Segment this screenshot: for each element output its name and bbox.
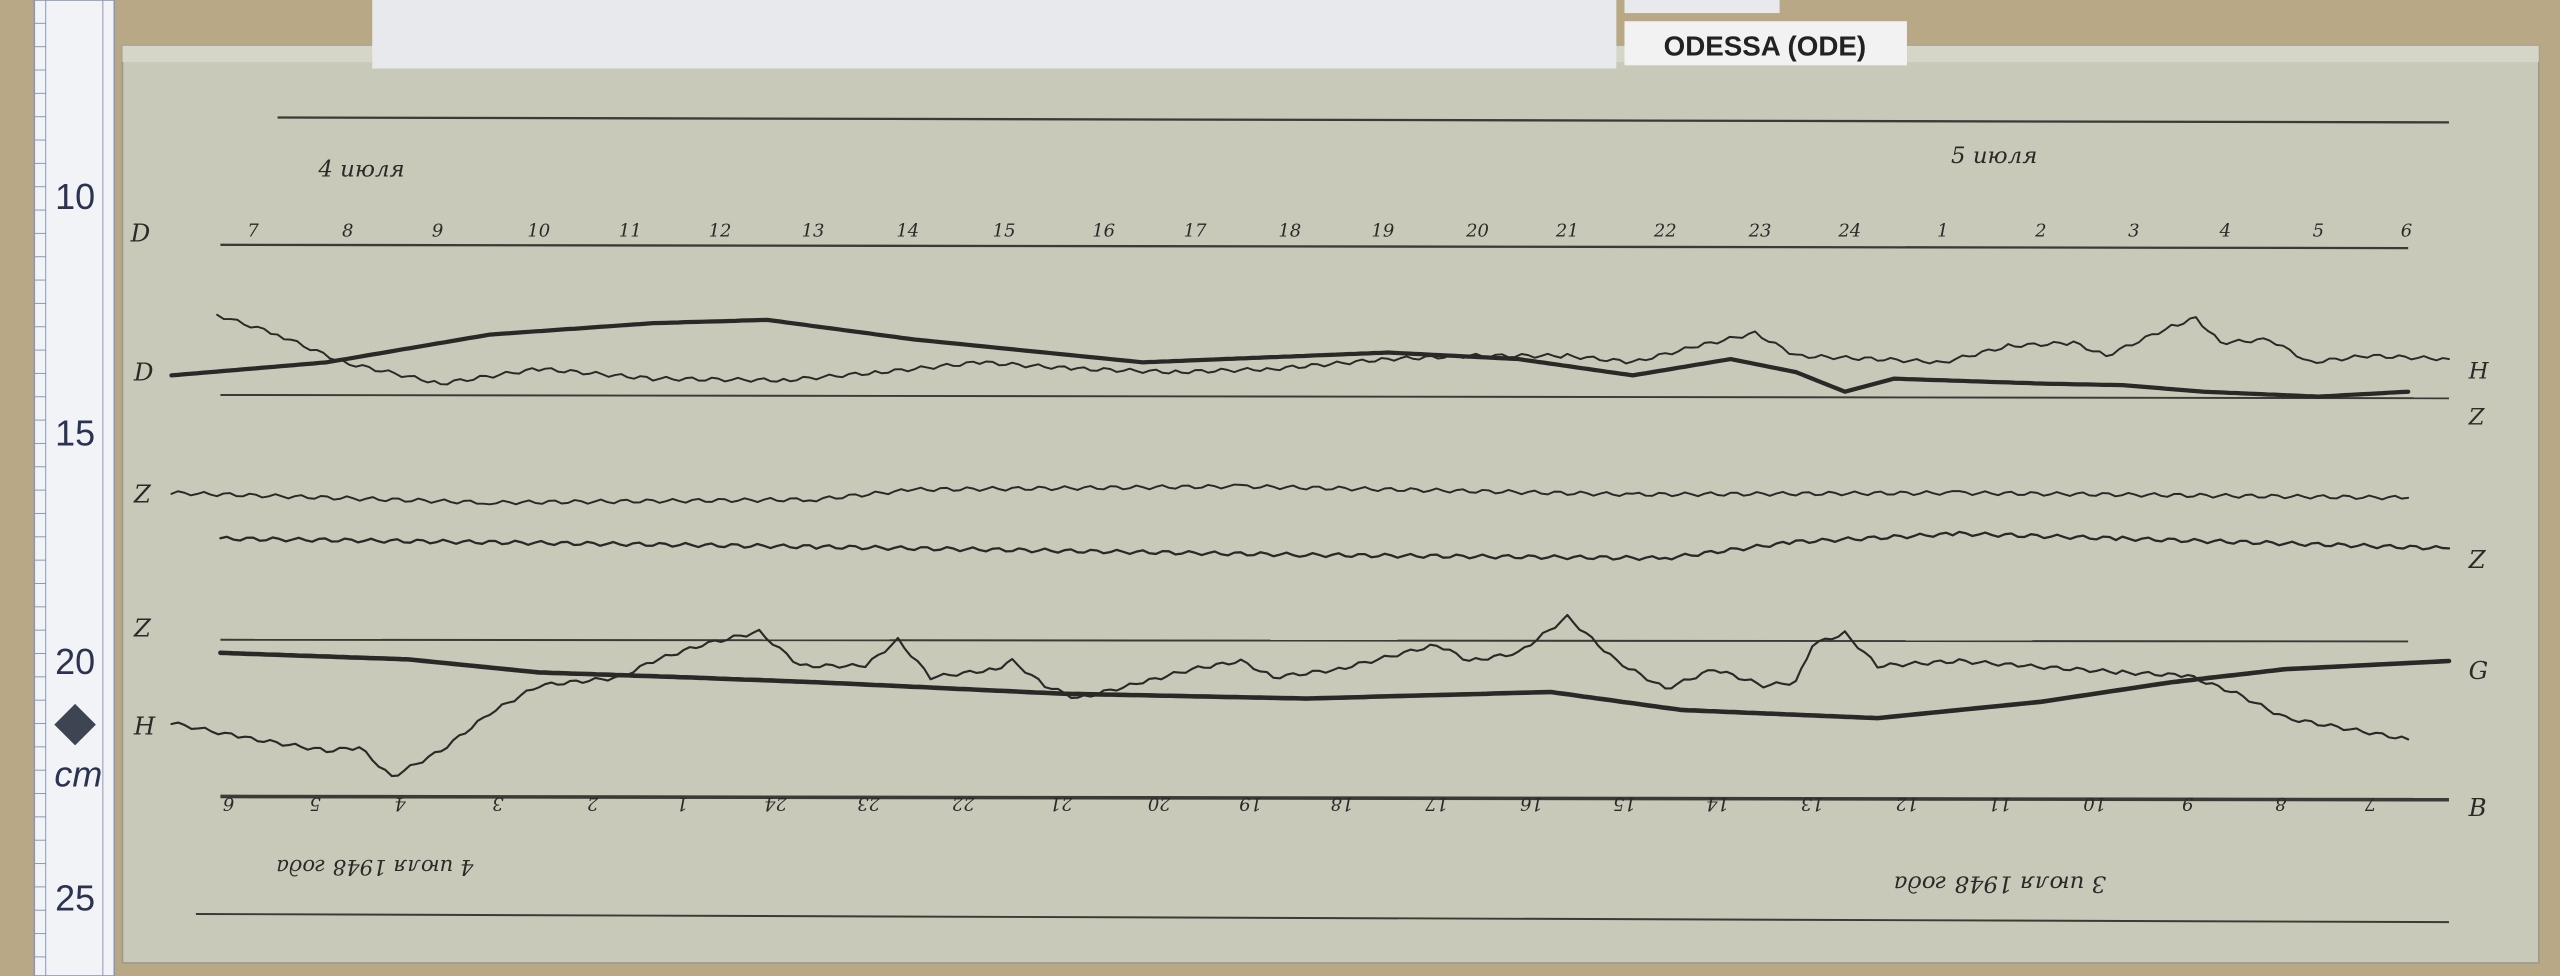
ruler-ticks [34, 0, 46, 958]
trace-label-h: H [133, 711, 156, 740]
station-label: ODESSA (ODE) [1664, 30, 1867, 61]
trace-label-d: D [133, 357, 154, 386]
hour-label: 21 [1050, 793, 1074, 814]
hour-label: 23 [1748, 221, 1772, 242]
hour-label: 22 [1653, 221, 1677, 242]
hour-label: 18 [1331, 793, 1354, 814]
hour-label: 16 [1092, 221, 1115, 242]
horizontal-trace [170, 613, 2410, 778]
hour-label: 14 [896, 221, 919, 242]
hour-label: 10 [527, 221, 550, 242]
hour-label: 1 [1937, 221, 1948, 242]
trace-label-right-top: H [2468, 359, 2490, 385]
hour-label: 19 [1371, 221, 1394, 242]
horizontal-thick-trace [218, 650, 2452, 721]
date-top-left: 4 июля [317, 156, 404, 182]
declination-trace [216, 313, 2450, 386]
hour-label: 22 [952, 793, 976, 814]
hour-labels-bottom: 6 5 4 3 2 1 24 23 22 21 20 19 18 17 16 15 14 13 12 11 10 9 8 7 [223, 793, 2376, 814]
hour-label: 3 [2128, 221, 2139, 242]
chart-paper [121, 44, 2540, 964]
hour-label: 8 [2275, 793, 2286, 814]
hour-label: 5 [2313, 221, 2324, 242]
hour-label: 4 [2219, 221, 2231, 242]
trace-label-right-d: Z [2468, 404, 2486, 430]
trace-label-z-right: Z [2468, 545, 2487, 574]
hour-label: 9 [2182, 793, 2193, 814]
hour-label: 12 [709, 221, 732, 242]
hour-label: 15 [993, 221, 1016, 242]
hour-label: 17 [1425, 793, 1448, 814]
hour-label: 13 [1801, 793, 1824, 814]
hour-label: 24 [1837, 221, 1861, 242]
paper-tag-small [1624, 0, 1780, 14]
hour-label: 2 [587, 793, 599, 814]
hour-label: 6 [2401, 221, 2412, 242]
ruler-mark: 10 [55, 176, 95, 217]
hour-label: 10 [2083, 793, 2106, 814]
hour-label: 3 [492, 793, 503, 814]
hour-label: 15 [1613, 793, 1636, 814]
date-bottom-right: 3 июля 1948 года [1894, 870, 2106, 896]
baselines [195, 116, 2449, 924]
hour-label: 7 [247, 221, 259, 242]
trace-label-bottom-right: B [2468, 793, 2487, 822]
hour-label: 12 [1896, 793, 1919, 814]
ruler-logo-icon [54, 703, 96, 746]
ruler-mark: 15 [55, 413, 95, 454]
magnetic-traces [169, 313, 2452, 778]
station-label-box [1624, 21, 1907, 66]
hour-label: 1 [677, 793, 688, 814]
trace-label-g: G [2469, 656, 2489, 685]
hour-label: 14 [1706, 793, 1729, 814]
ruler-unit: cm [54, 754, 102, 795]
hour-label: 13 [802, 221, 825, 242]
date-top-right: 5 июля [1951, 143, 2037, 169]
hour-label: 4 [394, 793, 406, 814]
trace-label-z2: Z [133, 614, 152, 643]
trace-label-z: Z [133, 480, 152, 509]
hour-label: 2 [2034, 221, 2046, 242]
ruler-mark: 20 [55, 641, 95, 682]
hour-label: 9 [432, 221, 443, 242]
vertical-trace [170, 483, 2410, 506]
hour-label: 11 [619, 221, 642, 242]
vertical-trace-2 [219, 530, 2451, 562]
hour-label: 8 [342, 221, 353, 242]
trace-label-d-top: D [130, 219, 151, 248]
hour-label: 5 [309, 793, 320, 814]
hour-label: 19 [1239, 793, 1262, 814]
hour-label: 11 [1989, 793, 2012, 814]
hour-label: 6 [223, 793, 234, 814]
paper-tag [372, 0, 1617, 69]
hour-label: 20 [1465, 221, 1489, 242]
hour-label: 24 [764, 793, 788, 814]
hour-label: 7 [2364, 793, 2376, 814]
date-bottom-left: 4 июля 1948 года [276, 854, 474, 879]
hour-label: 20 [1148, 793, 1172, 814]
hour-label: 17 [1184, 221, 1207, 242]
hour-label: 16 [1520, 793, 1543, 814]
hour-label: 18 [1278, 221, 1301, 242]
hour-label: 21 [1555, 221, 1579, 242]
declination-thick-trace [169, 317, 2411, 399]
hour-label: 23 [857, 793, 881, 814]
ruler-mark: 25 [55, 878, 95, 919]
hour-labels-top: 7 8 9 10 11 12 13 14 15 16 17 18 19 20 21 22 23 24 1 2 3 4 5 6 [247, 221, 2412, 242]
ruler [33, 0, 116, 976]
